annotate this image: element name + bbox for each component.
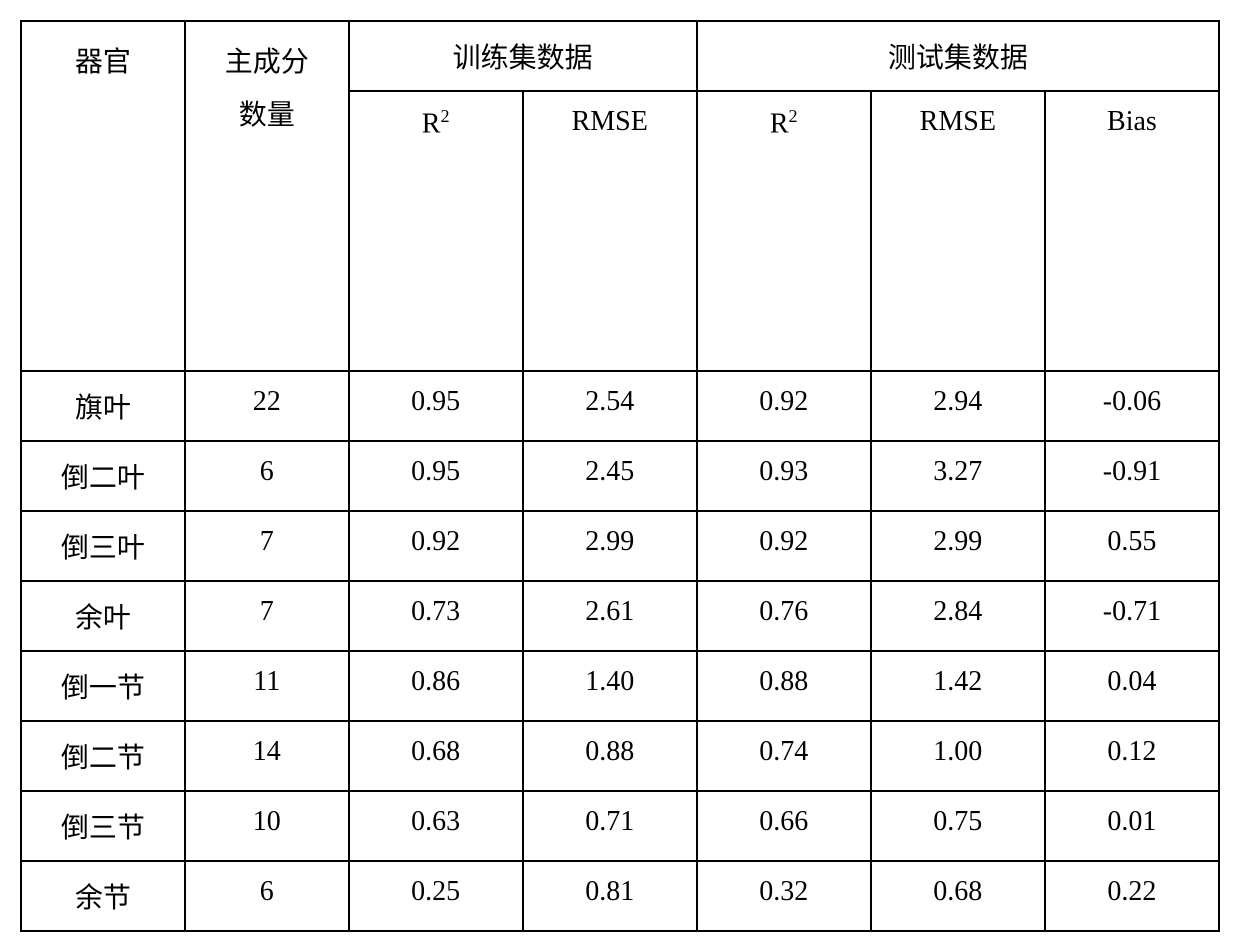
cell-bias: 0.22 (1045, 861, 1219, 931)
cell-pcn: 7 (185, 511, 349, 581)
cell-test-rmse: 3.27 (871, 441, 1045, 511)
cell-test-r2: 0.92 (697, 371, 871, 441)
r2-sup: 2 (789, 106, 798, 126)
table-row: 倒一节110.861.400.881.420.04 (21, 651, 1219, 721)
cell-test-rmse: 0.75 (871, 791, 1045, 861)
cell-test-rmse: 2.84 (871, 581, 1045, 651)
cell-train-rmse: 2.61 (523, 581, 697, 651)
r2-base: R (422, 108, 441, 139)
cell-bias: -0.06 (1045, 371, 1219, 441)
cell-pcn: 14 (185, 721, 349, 791)
cell-organ: 倒二节 (21, 721, 185, 791)
table-row: 倒三节100.630.710.660.750.01 (21, 791, 1219, 861)
header-bias: Bias (1045, 91, 1219, 371)
cell-train-rmse: 1.40 (523, 651, 697, 721)
table-row: 倒三叶70.922.990.922.990.55 (21, 511, 1219, 581)
cell-pcn: 10 (185, 791, 349, 861)
cell-train-r2: 0.63 (349, 791, 523, 861)
header-organ: 器官 (21, 21, 185, 371)
cell-train-r2: 0.95 (349, 441, 523, 511)
header-test-rmse: RMSE (871, 91, 1045, 371)
results-table: 器官 主成分 数量 训练集数据 测试集数据 R2 RMSE R2 RMSE Bi… (20, 20, 1220, 932)
cell-bias: -0.71 (1045, 581, 1219, 651)
r2-sup: 2 (440, 106, 449, 126)
cell-test-rmse: 1.00 (871, 721, 1045, 791)
cell-organ: 倒一节 (21, 651, 185, 721)
header-train-r2: R2 (349, 91, 523, 371)
cell-test-r2: 0.88 (697, 651, 871, 721)
cell-train-rmse: 2.99 (523, 511, 697, 581)
header-train-group: 训练集数据 (349, 21, 697, 91)
cell-test-r2: 0.74 (697, 721, 871, 791)
cell-train-r2: 0.86 (349, 651, 523, 721)
cell-test-rmse: 1.42 (871, 651, 1045, 721)
header-pcn-line2: 数量 (239, 89, 295, 142)
cell-pcn: 7 (185, 581, 349, 651)
cell-train-rmse: 0.81 (523, 861, 697, 931)
header-row-1: 器官 主成分 数量 训练集数据 测试集数据 (21, 21, 1219, 91)
data-table-container: 器官 主成分 数量 训练集数据 测试集数据 R2 RMSE R2 RMSE Bi… (20, 20, 1220, 932)
cell-train-rmse: 0.71 (523, 791, 697, 861)
cell-pcn: 11 (185, 651, 349, 721)
cell-train-r2: 0.68 (349, 721, 523, 791)
table-row: 旗叶220.952.540.922.94-0.06 (21, 371, 1219, 441)
cell-test-rmse: 2.99 (871, 511, 1045, 581)
cell-train-r2: 0.92 (349, 511, 523, 581)
cell-test-r2: 0.93 (697, 441, 871, 511)
cell-bias: 0.01 (1045, 791, 1219, 861)
cell-organ: 倒三叶 (21, 511, 185, 581)
cell-test-r2: 0.32 (697, 861, 871, 931)
cell-organ: 余节 (21, 861, 185, 931)
cell-organ: 旗叶 (21, 371, 185, 441)
cell-train-r2: 0.73 (349, 581, 523, 651)
cell-test-r2: 0.76 (697, 581, 871, 651)
cell-train-rmse: 0.88 (523, 721, 697, 791)
cell-pcn: 22 (185, 371, 349, 441)
header-pcn: 主成分 数量 (185, 21, 349, 371)
header-train-rmse: RMSE (523, 91, 697, 371)
cell-test-r2: 0.66 (697, 791, 871, 861)
cell-test-rmse: 2.94 (871, 371, 1045, 441)
table-row: 余叶70.732.610.762.84-0.71 (21, 581, 1219, 651)
cell-train-r2: 0.25 (349, 861, 523, 931)
r2-base: R (770, 108, 789, 139)
header-test-r2: R2 (697, 91, 871, 371)
cell-test-rmse: 0.68 (871, 861, 1045, 931)
cell-pcn: 6 (185, 441, 349, 511)
header-test-group: 测试集数据 (697, 21, 1219, 91)
cell-bias: 0.55 (1045, 511, 1219, 581)
cell-organ: 余叶 (21, 581, 185, 651)
cell-train-r2: 0.95 (349, 371, 523, 441)
cell-organ: 倒三节 (21, 791, 185, 861)
cell-test-r2: 0.92 (697, 511, 871, 581)
cell-organ: 倒二叶 (21, 441, 185, 511)
cell-pcn: 6 (185, 861, 349, 931)
header-organ-text: 器官 (75, 36, 131, 89)
table-row: 倒二叶60.952.450.933.27-0.91 (21, 441, 1219, 511)
cell-bias: 0.04 (1045, 651, 1219, 721)
cell-train-rmse: 2.54 (523, 371, 697, 441)
header-pcn-line1: 主成分 (225, 36, 309, 89)
cell-bias: -0.91 (1045, 441, 1219, 511)
cell-train-rmse: 2.45 (523, 441, 697, 511)
table-row: 倒二节140.680.880.741.000.12 (21, 721, 1219, 791)
table-row: 余节60.250.810.320.680.22 (21, 861, 1219, 931)
cell-bias: 0.12 (1045, 721, 1219, 791)
